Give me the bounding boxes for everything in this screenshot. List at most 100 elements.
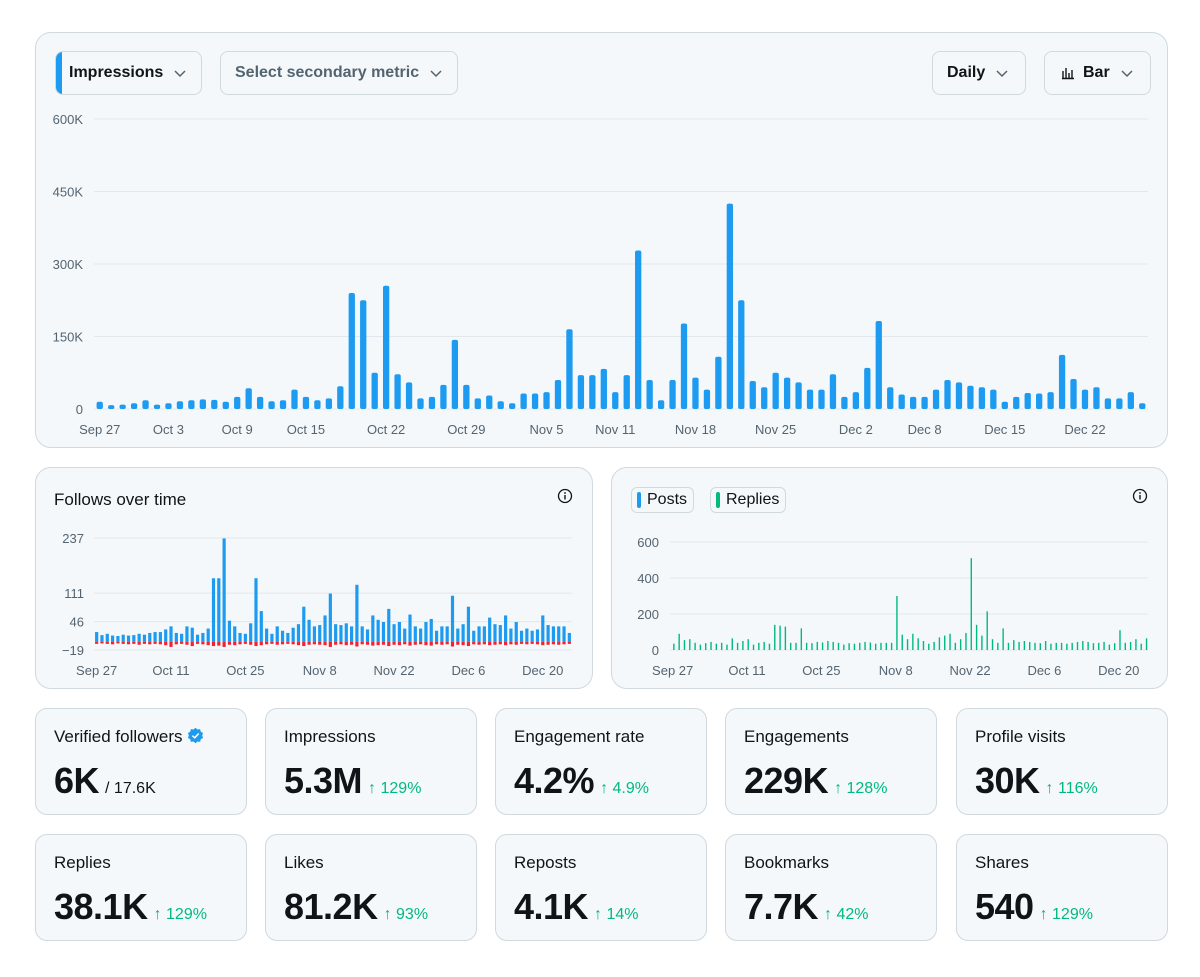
unfollows-bar bbox=[546, 641, 550, 645]
secondary-metric-dropdown[interactable]: Select secondary metric bbox=[220, 51, 458, 95]
unfollows-bar bbox=[434, 641, 439, 645]
impressions-bar bbox=[715, 356, 722, 409]
unfollows-bar bbox=[100, 641, 104, 644]
follows-bar bbox=[249, 623, 253, 642]
impressions-bar bbox=[1070, 379, 1077, 409]
replies-bar bbox=[832, 641, 834, 650]
unfollows-bar bbox=[360, 641, 364, 645]
impressions-bar bbox=[543, 392, 550, 409]
follows-bar bbox=[493, 624, 497, 642]
chevron-down-icon bbox=[1121, 70, 1133, 78]
unfollows-bar bbox=[541, 641, 545, 646]
unfollows-bar bbox=[323, 641, 327, 646]
follows-bar bbox=[158, 632, 162, 642]
impressions-bar bbox=[440, 384, 447, 409]
unfollows-bar bbox=[371, 641, 375, 646]
legend-posts-label: Posts bbox=[647, 491, 688, 508]
x-tick-label: Sep 27 bbox=[652, 663, 693, 678]
stat-label: Engagement rate bbox=[514, 727, 645, 746]
replies-bar bbox=[896, 596, 898, 650]
follows-over-time-card: Follows over time −19 46 111 237 Sep 27 Oct 1… bbox=[35, 467, 593, 689]
follows-bar bbox=[126, 635, 131, 642]
info-icon[interactable] bbox=[1132, 488, 1148, 504]
x-tick-label: Dec 6 bbox=[1027, 663, 1061, 678]
x-tick-label: Oct 29 bbox=[447, 422, 485, 437]
chevron-down-icon bbox=[996, 70, 1008, 78]
unfollows-bar bbox=[132, 641, 136, 644]
replies-bar bbox=[991, 639, 994, 650]
follows-bar bbox=[419, 628, 423, 642]
chevron-down-icon bbox=[174, 70, 186, 78]
chart-type-dropdown[interactable]: Bar bbox=[1044, 51, 1151, 95]
legend-posts-toggle[interactable]: Posts bbox=[631, 487, 695, 513]
x-tick-label: Dec 15 bbox=[984, 422, 1025, 437]
legend-replies-toggle[interactable]: Replies bbox=[710, 487, 787, 513]
follows-bar bbox=[344, 623, 348, 642]
unfollows-bar bbox=[334, 641, 338, 645]
replies-bar bbox=[1113, 643, 1116, 650]
follows-bar bbox=[355, 584, 359, 642]
unfollows-bar bbox=[270, 641, 274, 644]
follows-bar bbox=[472, 630, 476, 642]
unfollows-bar bbox=[275, 641, 279, 645]
replies-bar bbox=[752, 644, 755, 650]
unfollows-bar bbox=[344, 641, 348, 646]
replies-bar bbox=[890, 642, 893, 650]
unfollows-bar bbox=[349, 641, 354, 645]
stat-label: Engagements bbox=[744, 727, 849, 746]
x-tick-label: Oct 25 bbox=[802, 663, 840, 678]
follows-bar bbox=[450, 595, 455, 642]
y-tick-label: 200 bbox=[637, 607, 659, 622]
unfollows-bar bbox=[201, 641, 205, 645]
replies-bar bbox=[1060, 642, 1063, 650]
y-tick-label: 600 bbox=[637, 535, 659, 550]
unfollows-bar bbox=[429, 641, 433, 646]
follows-bar bbox=[509, 628, 513, 642]
impressions-bar bbox=[360, 300, 367, 409]
follows-bar bbox=[461, 624, 465, 642]
follows-bar bbox=[434, 630, 439, 642]
interval-dropdown[interactable]: Daily bbox=[932, 51, 1026, 95]
stat-label: Verified followers bbox=[54, 727, 204, 747]
impressions-bar bbox=[967, 385, 974, 409]
replies-bar bbox=[1044, 641, 1047, 650]
replies-bar bbox=[1018, 641, 1020, 650]
primary-metric-label: Impressions bbox=[69, 64, 164, 81]
x-tick-label: Dec 6 bbox=[451, 663, 485, 678]
replies-bar bbox=[864, 641, 866, 650]
impressions-bar bbox=[428, 396, 436, 409]
info-icon[interactable] bbox=[557, 488, 573, 504]
unfollows-bar bbox=[259, 641, 263, 646]
impressions-bar bbox=[1001, 401, 1008, 409]
impressions-bar bbox=[1058, 354, 1066, 409]
replies-bar bbox=[1039, 643, 1042, 650]
follows-bar bbox=[397, 622, 401, 642]
stat-card-profile-visits: Profile visits 30K ↑ 116% bbox=[956, 708, 1168, 815]
follows-bar bbox=[466, 606, 471, 642]
replies-bar bbox=[1124, 642, 1126, 650]
unfollows-bar bbox=[445, 641, 449, 645]
impressions-bar bbox=[348, 293, 355, 409]
unfollows-bar bbox=[509, 641, 513, 645]
replies-bar bbox=[965, 632, 967, 650]
follows-bar bbox=[530, 630, 534, 642]
stat-label: Profile visits bbox=[975, 727, 1066, 746]
impressions-bar bbox=[795, 382, 802, 409]
follows-bar bbox=[445, 626, 449, 642]
x-tick-label: Oct 25 bbox=[226, 663, 264, 678]
follows-bar bbox=[137, 633, 141, 642]
stat-label: Bookmarks bbox=[744, 853, 830, 872]
follows-bar bbox=[265, 628, 269, 642]
primary-metric-dropdown[interactable]: Impressions bbox=[55, 51, 202, 95]
unfollows-bar bbox=[557, 641, 561, 645]
follows-bar bbox=[360, 626, 364, 642]
x-tick-label: Dec 2 bbox=[839, 422, 873, 437]
follows-bar bbox=[307, 619, 311, 642]
follows-bar bbox=[514, 622, 518, 642]
unfollows-bar bbox=[249, 641, 253, 645]
unfollows-bar bbox=[307, 641, 311, 645]
follows-bar bbox=[403, 628, 407, 642]
bar-chart-icon bbox=[1062, 68, 1074, 80]
follows-bar bbox=[557, 626, 561, 642]
stat-value: 38.1K ↑ 129% bbox=[54, 886, 207, 928]
